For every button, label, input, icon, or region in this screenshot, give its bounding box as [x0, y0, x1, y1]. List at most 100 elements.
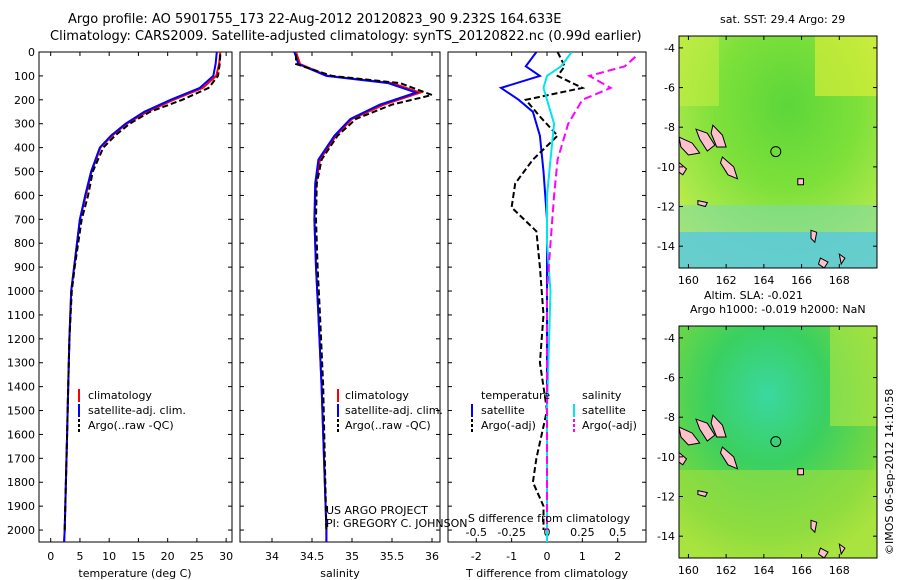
credit-pi: PI: GREGORY C. JOHNSON	[326, 517, 467, 530]
legend-climatology-label: climatology	[88, 389, 152, 402]
y-tick-label: 500	[14, 166, 35, 179]
legend-satellite-label: satellite-adj. clim.	[345, 404, 443, 417]
legend-salinity-heading: salinity	[582, 389, 622, 402]
map-x-tick-label: 168	[829, 274, 850, 287]
y-tick-label: 1800	[7, 476, 35, 489]
y-tick-label: 300	[14, 118, 35, 131]
difference-legend: temperature salinity satellite Argo(-adj…	[471, 389, 637, 432]
island-shape	[697, 489, 709, 498]
island-shape	[817, 257, 829, 268]
temperature-x-label: temperature (deg C)	[78, 567, 191, 580]
x-tick-label: 30	[219, 550, 233, 563]
y-tick-label: 400	[14, 142, 35, 155]
legend-t-satellite-label: satellite	[481, 404, 525, 417]
temperature-x-axis: 0 5 10 15 20 25 30	[47, 52, 233, 563]
temperature-series	[63, 52, 222, 542]
top-x-tick-label: 0.5	[609, 526, 627, 539]
t-difference-x-label: T difference from climatology	[465, 567, 628, 580]
top-x-tick-label: -0.5	[466, 526, 487, 539]
map-x-tick-label: 168	[829, 564, 850, 577]
y-tick-label: 1000	[7, 285, 35, 298]
top-x-tick-label: 0.25	[570, 526, 595, 539]
map-y-tick-label: -14	[657, 530, 675, 543]
y-tick-label: 700	[14, 213, 35, 226]
s-difference-x-label: S difference from climatology	[468, 512, 631, 525]
legend-satellite-label: satellite-adj. clim.	[88, 404, 186, 417]
sst-heatmap	[679, 36, 877, 268]
difference-y-ticks	[448, 51, 646, 531]
map-y-tick-label: -12	[657, 491, 675, 504]
temperature-axes-frame	[38, 51, 233, 543]
y-tick-label: 1300	[7, 357, 35, 370]
series-line	[63, 52, 218, 542]
x-tick-label: 36	[425, 550, 439, 563]
difference-panel: -2 -1 0 1 2 -0.5 -0.25 0 0.25 0.5 T difference f…	[447, 51, 647, 580]
map-x-tick-label: 160	[678, 274, 699, 287]
map-y-tick-label: -10	[657, 451, 675, 464]
map-y-tick-label: -4	[664, 332, 675, 345]
y-tick-label: 1500	[7, 405, 35, 418]
salinity-x-axis: 34 34.5 35 35.5 36	[265, 52, 439, 563]
argo-float-marker	[770, 146, 782, 158]
island-shape	[679, 136, 701, 156]
island-shape	[695, 418, 716, 442]
island-shape	[838, 542, 846, 556]
map-y-tick-label: -6	[664, 82, 675, 95]
argo-float-marker	[770, 436, 782, 448]
island-shape	[719, 156, 739, 180]
map-x-tick-label: 162	[716, 564, 737, 577]
x-tick-label: 34	[265, 550, 279, 563]
sst-land-islands	[679, 124, 846, 268]
figure-title-line1: Argo profile: AO 5901755_173 22-Aug-2012…	[68, 12, 561, 27]
map-x-tick-label: 164	[753, 274, 774, 287]
y-tick-label: 1700	[7, 452, 35, 465]
sst-warm-patch	[815, 36, 877, 96]
credit-project: US ARGO PROJECT	[326, 504, 428, 517]
x-tick-label: 35	[345, 550, 359, 563]
x-tick-label: 20	[161, 550, 175, 563]
legend-temperature-heading: temperature	[481, 389, 550, 402]
sst-map-panel: sat. SST: 29.4 Argo: 29 160 162 164 166 168 -…	[657, 13, 878, 287]
salinity-axes-frame	[239, 51, 441, 543]
series-line	[293, 52, 420, 542]
island-shape	[679, 426, 701, 446]
sst-map-axes: 160 162 164 166 168 -4 -6 -8 -10 -12 -14	[657, 36, 877, 287]
x-tick-label: -2	[471, 550, 482, 563]
legend-s-argo-label: Argo(-adj)	[582, 419, 637, 432]
y-tick-label: 1400	[7, 381, 35, 394]
island-shape	[797, 178, 804, 186]
sst-map-title: sat. SST: 29.4 Argo: 29	[720, 13, 845, 26]
map-x-tick-label: 160	[678, 564, 699, 577]
island-shape	[679, 451, 688, 466]
t-difference-x-axis: -2 -1 0 1 2	[471, 52, 621, 563]
y-tick-label: 800	[14, 237, 35, 250]
series-line	[63, 52, 222, 542]
y-tick-label: 200	[14, 94, 35, 107]
y-tick-label: 0	[28, 46, 35, 59]
x-tick-label: 2	[614, 550, 621, 563]
sla-high-band	[679, 470, 877, 558]
y-tick-label: 1200	[7, 333, 35, 346]
salinity-y-ticks	[240, 51, 440, 531]
island-shape	[817, 547, 829, 558]
island-shape	[710, 414, 727, 438]
map-y-tick-label: -14	[657, 240, 675, 253]
figure-title-line2: Climatology: CARS2009. Satellite-adjuste…	[50, 29, 642, 44]
series-line	[295, 54, 436, 531]
top-x-tick-label: -0.25	[497, 526, 525, 539]
legend-climatology-label: climatology	[345, 389, 409, 402]
y-tick-label: 1600	[7, 428, 35, 441]
legend-argo-label: Argo(..raw -QC)	[345, 419, 431, 432]
x-tick-label: 34.5	[300, 550, 325, 563]
island-shape	[679, 161, 688, 176]
x-tick-label: 0	[47, 550, 54, 563]
series-line	[546, 56, 637, 530]
series-line	[498, 52, 548, 542]
map-y-tick-label: -8	[664, 411, 675, 424]
depth-axis: 0 100 200 300 400 500 600 700 800 900 1000 1100 1200…	[7, 46, 232, 537]
map-x-tick-label: 164	[753, 564, 774, 577]
x-tick-label: 10	[102, 550, 116, 563]
map-x-tick-label: 166	[791, 274, 812, 287]
timestamp-credit: ©IMOS 06-Sep-2012 14:10:58	[883, 389, 896, 555]
